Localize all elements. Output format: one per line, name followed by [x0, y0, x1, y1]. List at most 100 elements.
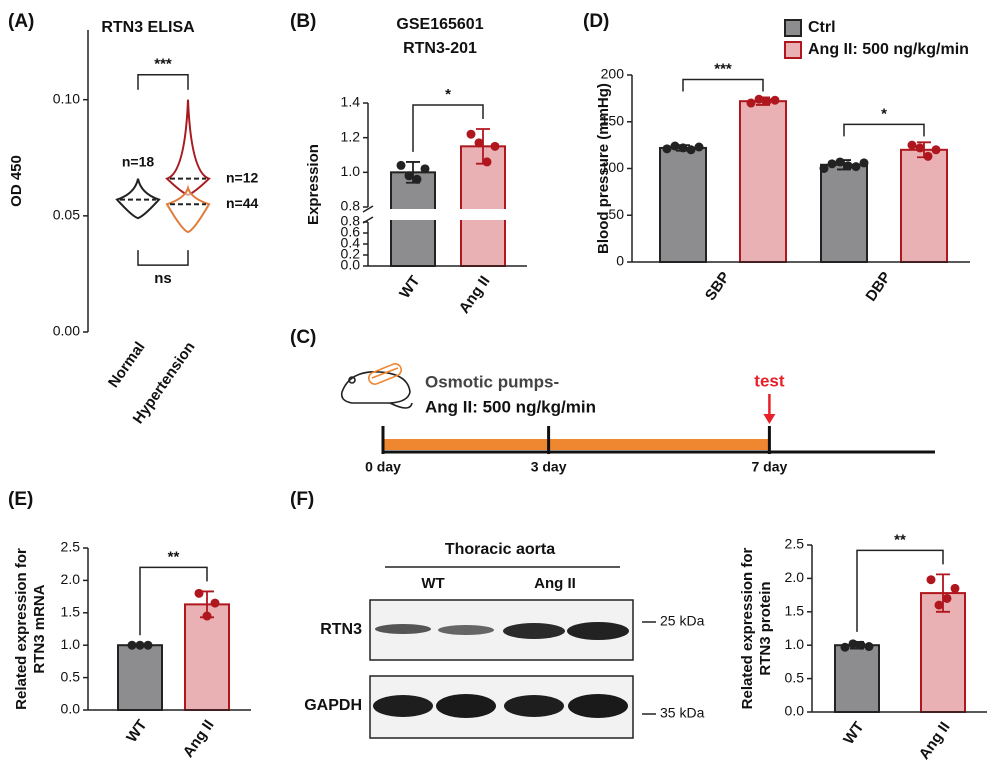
panel-letter: (F) [290, 489, 314, 510]
chart-subtitle: RTN3-201 [403, 40, 477, 57]
mouse-icon [340, 363, 413, 409]
data-point [143, 640, 153, 650]
significance-label: * [881, 105, 887, 122]
mouse-body [340, 371, 411, 404]
data-point [404, 171, 414, 181]
significance-label: *** [154, 56, 172, 73]
chart-title: GSE165601 [396, 16, 483, 33]
data-point [662, 144, 672, 154]
legend-swatch [784, 41, 802, 59]
y-tick-label: 2.0 [61, 571, 81, 587]
mouse-ear [348, 376, 356, 384]
bar [920, 592, 966, 714]
significance-label: ns [154, 270, 172, 287]
data-point [859, 158, 869, 168]
pump [368, 363, 402, 385]
data-point [474, 138, 484, 148]
bar [900, 148, 948, 263]
data-point [482, 157, 492, 167]
data-point [864, 642, 874, 652]
x-tick-label: Ang II [916, 719, 954, 763]
data-point [942, 593, 952, 603]
legend-swatch [784, 19, 802, 37]
violin [165, 99, 211, 196]
chart-title: RTN3 ELISA [101, 19, 195, 36]
y-tick-label: 150 [601, 112, 625, 128]
x-tick-label: 0 day [365, 459, 401, 475]
band [438, 625, 494, 635]
blot-group: Ang II [534, 575, 576, 592]
y-tick-label: 0 [616, 253, 624, 269]
data-point [950, 583, 960, 593]
count-label: n=44 [226, 195, 259, 211]
y-tick-label: 1.0 [341, 163, 361, 179]
blot-group: WT [421, 575, 444, 592]
bar [834, 644, 880, 714]
data-point [827, 159, 837, 169]
y-tick-label: 0.6 [341, 224, 361, 240]
y-axis-label: OD 450 [8, 155, 25, 207]
y-tick-label: 2.5 [61, 539, 81, 555]
significance-label: ** [894, 531, 906, 548]
count-label: n=12 [226, 169, 259, 185]
significance-label: * [445, 86, 451, 103]
data-point [678, 143, 688, 153]
y-tick-label: 0.0 [785, 703, 805, 719]
x-tick-label: Ang II [456, 273, 494, 317]
significance-bracket [412, 104, 484, 152]
data-point [835, 157, 845, 167]
data-point [466, 129, 476, 139]
blot-row-label: RTN3 [320, 621, 362, 638]
event-label: test [754, 371, 785, 390]
band [373, 695, 433, 717]
data-point [915, 143, 925, 153]
panel-letter: (A) [8, 11, 34, 32]
y-tick-label: 0.0 [61, 701, 81, 717]
data-point [202, 611, 212, 621]
data-point [907, 140, 917, 150]
bar [460, 145, 506, 267]
data-point [210, 598, 220, 608]
y-tick-label: 0.5 [61, 668, 81, 684]
axis-break [360, 209, 527, 220]
x-tick-label: Normal [105, 339, 149, 391]
data-point [848, 639, 858, 649]
data-point [843, 161, 853, 171]
y-tick-label: 0.8 [341, 213, 361, 229]
y-axis-label: RTN3 mRNA [31, 584, 48, 673]
y-tick-label: 1.4 [341, 94, 361, 110]
significance-bracket [137, 73, 189, 90]
bar [820, 163, 868, 263]
x-tick-label: WT [123, 717, 150, 746]
y-tick-label: 1.0 [61, 636, 81, 652]
blot-marker: 35 kDa [660, 705, 705, 721]
blot-marker: 25 kDa [660, 613, 705, 629]
x-tick-label: Ang II [180, 717, 218, 761]
band [567, 622, 629, 640]
x-tick-label: 7 day [751, 459, 787, 475]
data-point [412, 174, 422, 184]
x-tick-label: WT [396, 273, 423, 302]
y-tick-label: 0.00 [53, 323, 80, 339]
significance-bracket [856, 549, 944, 632]
bar [184, 603, 230, 711]
data-point [840, 642, 850, 652]
y-axis-label: Expression [305, 144, 322, 225]
data-point [931, 145, 941, 155]
panel-letter: (D) [583, 11, 609, 32]
blot-row-label: GAPDH [304, 697, 362, 714]
data-point [754, 94, 764, 104]
timeline-label: Osmotic pumps- [425, 372, 559, 391]
violin [115, 178, 161, 220]
data-point [686, 145, 696, 155]
data-point [127, 640, 137, 650]
y-tick-label: 1.0 [785, 636, 805, 652]
significance-bracket [843, 123, 925, 137]
data-point [746, 98, 756, 108]
data-point [490, 141, 500, 151]
y-tick-label: 2.5 [785, 536, 805, 552]
axis-break-mark [362, 205, 374, 213]
y-tick-label: 0.0 [341, 257, 361, 273]
data-point [396, 160, 406, 170]
y-tick-label: 0.10 [53, 90, 80, 106]
